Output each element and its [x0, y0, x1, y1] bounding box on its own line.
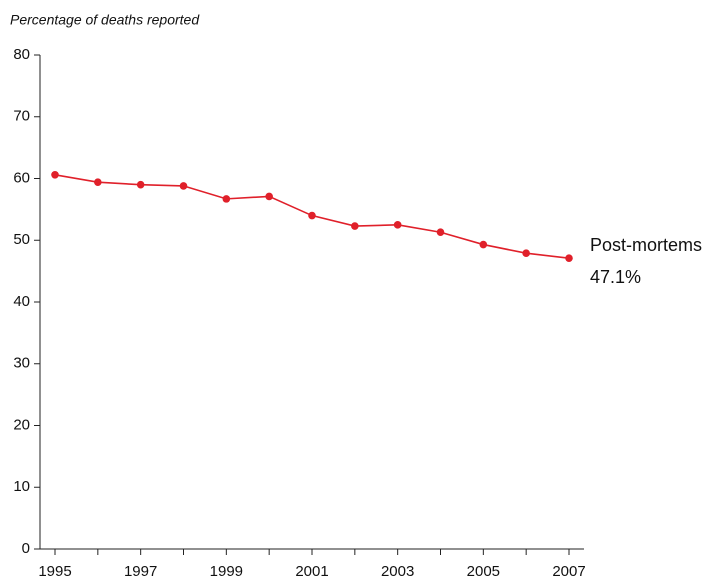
value-label: 47.1% — [590, 267, 641, 287]
data-point — [479, 240, 488, 249]
y-tick-label: 10 — [13, 478, 30, 495]
y-tick-label: 70 — [13, 108, 30, 125]
data-point — [522, 249, 530, 258]
y-tick-label: 40 — [13, 293, 30, 310]
x-tick-label: 1999 — [210, 563, 243, 579]
y-tick-label: 50 — [13, 231, 30, 248]
x-tick-label: 1997 — [124, 563, 157, 579]
data-point — [351, 222, 359, 230]
data-point — [222, 195, 231, 203]
y-axis-label: Percentage of deaths reported — [10, 12, 200, 28]
x-tick-label: 1995 — [38, 563, 71, 579]
data-point — [179, 182, 188, 190]
data-point — [436, 228, 445, 237]
y-tick-label: 60 — [13, 169, 30, 186]
data-point — [393, 221, 402, 229]
y-tick-label: 0 — [22, 540, 30, 557]
x-tick-label: 2001 — [295, 563, 328, 579]
y-tick-label: 30 — [13, 355, 30, 372]
y-tick-label: 20 — [13, 416, 30, 433]
data-point — [136, 180, 145, 189]
x-tick-label: 2005 — [467, 563, 500, 579]
y-tick-label: 80 — [13, 46, 30, 63]
x-tick-label: 2007 — [552, 563, 585, 579]
series-label: Post-mortems — [590, 235, 702, 255]
x-tick-label: 2003 — [381, 563, 414, 579]
data-point — [51, 170, 59, 179]
data-point — [265, 192, 273, 201]
data-point — [94, 178, 102, 187]
data-point — [565, 254, 573, 262]
data-point — [308, 211, 316, 220]
